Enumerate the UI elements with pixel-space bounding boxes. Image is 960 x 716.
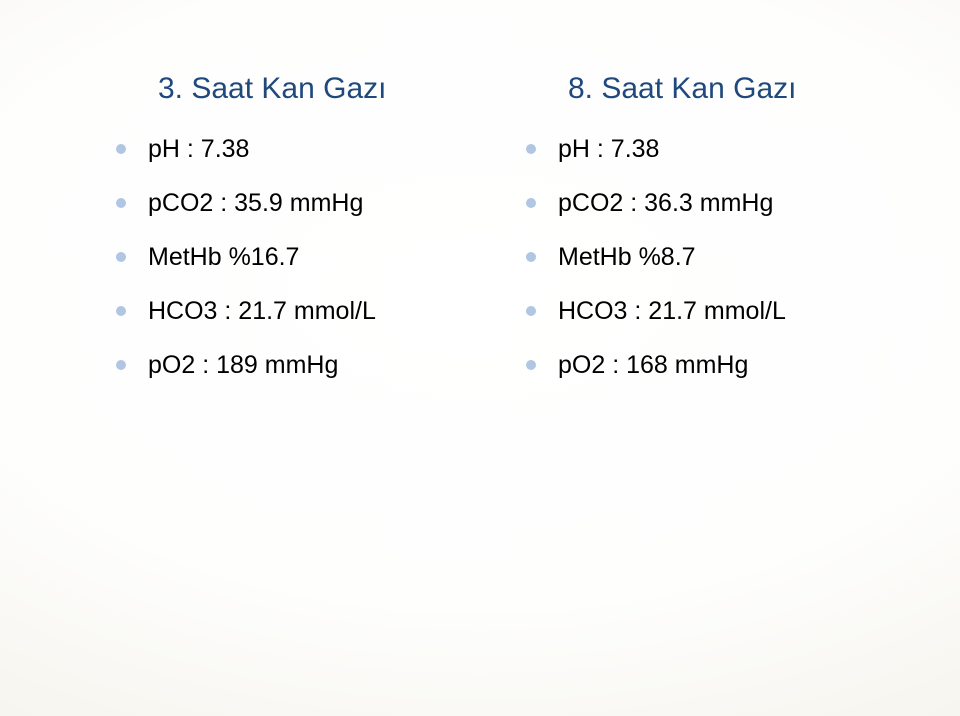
right-column-title: 8. Saat Kan Gazı [568,72,900,106]
bullet-icon [116,306,126,316]
list-item: pCO2 : 36.3 mmHg [526,188,900,218]
item-text: HCO3 : 21.7 mmol/L [148,296,376,326]
bullet-icon [116,360,126,370]
slide: 3. Saat Kan Gazı pH : 7.38 pCO2 : 35.9 m… [0,0,960,716]
item-text: pO2 : 168 mmHg [558,350,748,380]
list-item: pO2 : 189 mmHg [116,350,520,380]
list-item: HCO3 : 21.7 mmol/L [116,296,520,326]
list-item: pO2 : 168 mmHg [526,350,900,380]
bullet-icon [116,198,126,208]
item-text: pCO2 : 35.9 mmHg [148,188,363,218]
bullet-icon [526,198,536,208]
item-text: pO2 : 189 mmHg [148,350,338,380]
item-text: pCO2 : 36.3 mmHg [558,188,773,218]
list-item: pH : 7.38 [526,134,900,164]
bullet-icon [116,144,126,154]
bullet-icon [526,306,536,316]
item-text: MetHb %16.7 [148,242,299,272]
left-column-title: 3. Saat Kan Gazı [158,72,520,106]
left-column: 3. Saat Kan Gazı pH : 7.38 pCO2 : 35.9 m… [110,72,520,404]
list-item: HCO3 : 21.7 mmol/L [526,296,900,326]
columns-container: 3. Saat Kan Gazı pH : 7.38 pCO2 : 35.9 m… [0,0,960,404]
bullet-icon [526,144,536,154]
list-item: MetHb %8.7 [526,242,900,272]
item-text: pH : 7.38 [558,134,659,164]
list-item: pH : 7.38 [116,134,520,164]
bullet-icon [526,360,536,370]
list-item: pCO2 : 35.9 mmHg [116,188,520,218]
list-item: MetHb %16.7 [116,242,520,272]
item-text: MetHb %8.7 [558,242,696,272]
item-text: pH : 7.38 [148,134,249,164]
item-text: HCO3 : 21.7 mmol/L [558,296,786,326]
bullet-icon [526,252,536,262]
right-column: 8. Saat Kan Gazı pH : 7.38 pCO2 : 36.3 m… [520,72,900,404]
bullet-icon [116,252,126,262]
